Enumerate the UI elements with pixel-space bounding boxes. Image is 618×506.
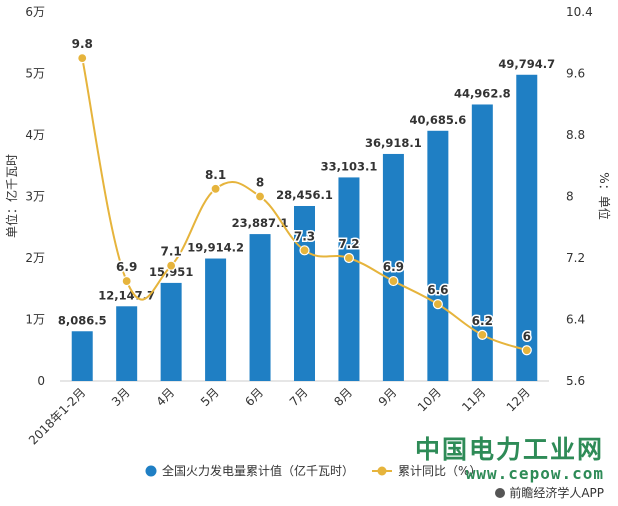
watermark-url: www.cepow.com: [465, 464, 604, 483]
y2-tick-label: 5.6: [566, 374, 585, 388]
line-point: [388, 275, 399, 287]
bar-value-label: 36,918.1: [365, 136, 422, 150]
bar: [205, 258, 227, 381]
bar-value-label: 44,962.8: [454, 86, 511, 100]
bar-value-label: 19,914.2: [187, 241, 244, 255]
bar-value-label: 28,456.1: [276, 188, 333, 202]
line-value-label: 8.1: [205, 168, 226, 182]
y2-tick-label: 9.6: [566, 67, 585, 81]
line-point: [166, 260, 177, 271]
y2-tick-label: 7.2: [566, 251, 585, 265]
x-tick-label: 6月: [242, 385, 266, 409]
line-point: [521, 345, 532, 356]
y-tick-label: 2万: [25, 251, 45, 265]
bar-value-label: 40,685.6: [409, 113, 466, 127]
line-value-label: 7.3: [294, 229, 315, 243]
x-tick-label: 10月: [415, 385, 444, 414]
bar: [160, 282, 182, 381]
bar-value-label: 8,086.5: [58, 313, 107, 327]
y-tick-label: 6万: [25, 5, 45, 19]
watermark-site-name: 中国电力工业网: [414, 435, 604, 464]
y-tick-label: 3万: [25, 190, 45, 204]
x-tick-label: 11月: [459, 385, 488, 414]
y2-tick-label: 8.8: [566, 128, 585, 142]
legend-bar-marker: [145, 465, 157, 477]
bar-value-label: 12,147.7: [98, 288, 155, 302]
x-tick-label: 7月: [287, 385, 311, 409]
x-tick-label: 8月: [331, 385, 355, 409]
y-tick-label: 5万: [25, 67, 45, 81]
x-tick-label: 5月: [198, 385, 222, 409]
line-value-label: 9.8: [72, 37, 93, 51]
bar-value-label: 15,951: [149, 265, 193, 279]
line-value-label: 6.9: [116, 260, 137, 274]
bar: [427, 130, 449, 381]
bar: [249, 234, 271, 381]
bar: [471, 104, 493, 381]
y2-axis-title: %：单位: [597, 172, 612, 219]
line-value-label: 6.9: [383, 260, 404, 274]
line-value-label: 6: [523, 329, 531, 343]
legend-bar-label: 全国火力发电量累计值（亿千瓦时）: [162, 463, 354, 478]
line-value-label: 8: [256, 176, 264, 190]
line-value-label: 6.2: [472, 314, 493, 328]
app-logo-icon: [495, 488, 506, 498]
x-tick-label: 4月: [153, 385, 177, 409]
y2-tick-label: 6.4: [566, 313, 585, 327]
bar: [116, 306, 138, 381]
legend-line-marker: [377, 466, 387, 476]
watermark-app: 前瞻经济学人APP: [415, 484, 604, 502]
bar: [382, 153, 404, 381]
line-point: [254, 191, 266, 202]
bar: [338, 177, 360, 381]
line-point: [77, 53, 88, 64]
y-tick-label: 4万: [25, 128, 45, 142]
line-point: [299, 245, 310, 256]
y-tick-label: 0: [37, 374, 45, 388]
line-point: [432, 299, 443, 310]
x-tick-label: 9月: [376, 385, 400, 409]
y-tick-label: 1万: [25, 313, 45, 327]
bar-value-label: 23,887.1: [232, 216, 289, 230]
bar: [294, 205, 315, 381]
watermark-logo: 中国电力工业网 www.cepow.com 前瞻经济学人APP: [415, 436, 604, 502]
line-value-label: 7.1: [161, 245, 182, 259]
bar-value-label: 49,794.7: [498, 57, 555, 71]
y2-tick-label: 10.4: [566, 5, 593, 19]
y2-tick-label: 8: [566, 190, 574, 204]
x-tick-label: 2018年1-2月: [26, 385, 88, 447]
line-point: [121, 275, 132, 287]
legend-line-label: 累计同比（%）: [398, 464, 481, 478]
y-axis-title: 单位：亿千瓦时: [4, 154, 19, 238]
x-tick-label: 12月: [504, 385, 533, 414]
watermark-app-label: 前瞻经济学人APP: [509, 486, 604, 500]
line-point: [477, 329, 488, 340]
line-value-label: 7.2: [338, 237, 359, 251]
line-value-label: 6.6: [427, 283, 448, 297]
bar: [71, 331, 93, 381]
x-tick-label: 3月: [109, 385, 133, 409]
bar: [516, 74, 538, 381]
line-point: [343, 252, 355, 264]
line-point: [210, 183, 221, 194]
bar-value-label: 33,103.1: [321, 159, 378, 173]
